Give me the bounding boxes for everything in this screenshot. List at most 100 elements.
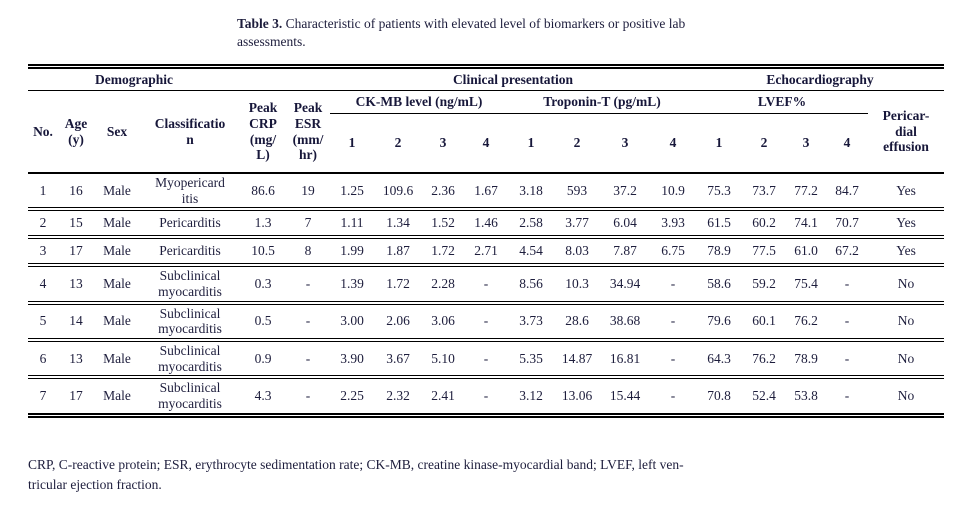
table-cell: - [305,313,311,329]
table-cell: 58.6 [707,276,731,292]
table-cell: 2.71 [474,243,498,259]
table-cell: 52.4 [752,388,776,404]
table-cell: 7.87 [613,243,637,259]
table-header: Demographic Clinical presentation Echoca… [28,66,945,173]
col-header-no: No. [33,123,53,139]
table-cell: 2.25 [340,388,364,404]
table-cell: 16.81 [609,350,641,366]
table-row: 3 17 Male Pericarditis 10.5 8 1.99 1.87 … [28,237,945,266]
table-cell: - [844,313,850,329]
group-echocardiography: Echocardiography [696,66,945,91]
table-cell: 3.77 [565,215,589,231]
table-cell: Subclinical myocarditis [158,380,222,411]
table-cell: 2.28 [431,276,455,292]
table-cell: Yes [896,182,916,198]
col-header-sex: Sex [106,123,128,139]
table-cell: 3.00 [340,313,364,329]
col-header-classification: Classificatio n [154,115,226,147]
table-cell: 7 [39,388,47,404]
table-cell: 60.1 [752,313,776,329]
table-row: 6 13 Male Subclinical myocarditis 0.9 - … [28,340,945,378]
table-caption: Table 3. Characteristic of patients with… [237,15,777,51]
col-header-lvef: LVEF% [696,90,869,114]
table-cell: 3 [39,243,47,259]
table-cell: 38.68 [609,313,641,329]
table-cell: 1.52 [431,215,455,231]
table-caption-label: Table 3. [237,16,283,31]
table-cell: - [670,313,676,329]
table-cell: 4.54 [519,243,543,259]
table-cell: 0.9 [254,350,272,366]
table-cell: 1.67 [474,182,498,198]
group-demographic: Demographic [28,66,240,91]
table-cell: - [305,388,311,404]
table-cell: No [897,313,915,329]
table-cell: 77.2 [794,182,818,198]
ckmb-col-4: 4 [482,135,490,151]
table-cell: 8.56 [519,276,543,292]
table-cell: Yes [896,215,916,231]
table-cell: 1.39 [340,276,364,292]
table-cell: - [305,276,311,292]
table-cell: 3.06 [431,313,455,329]
table-cell: 28.6 [565,313,589,329]
table-cell: - [844,388,850,404]
table-cell: 0.5 [254,313,272,329]
table-cell: 2.58 [519,215,543,231]
table-cell: 6.75 [661,243,685,259]
table-cell: 2.32 [386,388,410,404]
table-cell: 34.94 [609,276,641,292]
table-row: 4 13 Male Subclinical myocarditis 0.3 - … [28,265,945,303]
table-cell: 1.72 [431,243,455,259]
table-cell: 3.93 [661,215,685,231]
table-cell: 3.73 [519,313,543,329]
patients-table: Demographic Clinical presentation Echoca… [28,64,945,418]
table-cell: 84.7 [835,182,859,198]
table-cell: 1.72 [386,276,410,292]
table-cell: 6.04 [613,215,637,231]
table-cell: 14.87 [561,350,593,366]
table-cell: 19 [301,182,315,198]
table-cell: 14 [69,313,83,329]
table-cell: 6 [39,350,47,366]
table-cell: 8 [304,243,312,259]
table-cell: 3.12 [519,388,543,404]
table-cell: 5 [39,313,47,329]
table-cell: 5.10 [431,350,455,366]
col-header-peak-esr: Peak ESR (mm/ hr) [292,100,324,163]
table-cell: 70.8 [707,388,731,404]
table-cell: Subclinical myocarditis [158,268,222,299]
troponin-col-4: 4 [669,135,677,151]
table-row: 7 17 Male Subclinical myocarditis 4.3 - … [28,377,944,415]
table-cell: Male [103,350,131,366]
table-cell: 1 [39,182,47,198]
table-cell: 75.4 [794,276,818,292]
table-cell: Pericarditis [159,215,221,231]
col-header-ckmb: CK-MB level (ng/mL) [330,90,508,114]
table-row: 5 14 Male Subclinical myocarditis 0.5 - … [28,303,945,340]
table-cell: 10.5 [251,243,275,259]
table-cell: 60.2 [752,215,776,231]
lvef-col-4: 4 [843,135,851,151]
col-header-pericardial-effusion: Pericar- dial effusion [882,108,930,155]
table-cell: 593 [566,182,588,198]
table-cell: 109.6 [382,182,414,198]
table-cell: 15 [69,215,83,231]
table-cell: Male [103,182,131,198]
table-cell: 13.06 [561,388,593,404]
table-cell: 78.9 [794,350,818,366]
table-cell: 2.36 [431,182,455,198]
col-header-peak-crp: Peak CRP (mg/ L) [248,100,278,163]
table-cell: 79.6 [707,313,731,329]
table-cell: No [897,276,915,292]
table-cell: 13 [69,276,83,292]
table-cell: Male [103,215,131,231]
table-cell: Yes [896,243,916,259]
table-cell: 1.25 [340,182,364,198]
table-cell: 37.2 [613,182,637,198]
table-row: 1 16 Male Myopericard itis 86.6 19 1.25 … [28,173,945,210]
table-body: 1 16 Male Myopericard itis 86.6 19 1.25 … [28,173,945,415]
table-cell: 86.6 [251,182,275,198]
table-cell: 17 [69,388,83,404]
table-cell: 0.3 [254,276,272,292]
